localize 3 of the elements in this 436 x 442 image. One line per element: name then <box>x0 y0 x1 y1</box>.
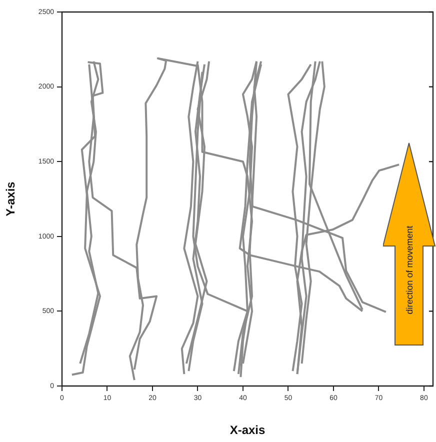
annotation: direction of movement <box>404 226 414 314</box>
x-axis-title: X-axis <box>230 423 266 438</box>
y-axis-title: Y-axis <box>4 181 18 216</box>
